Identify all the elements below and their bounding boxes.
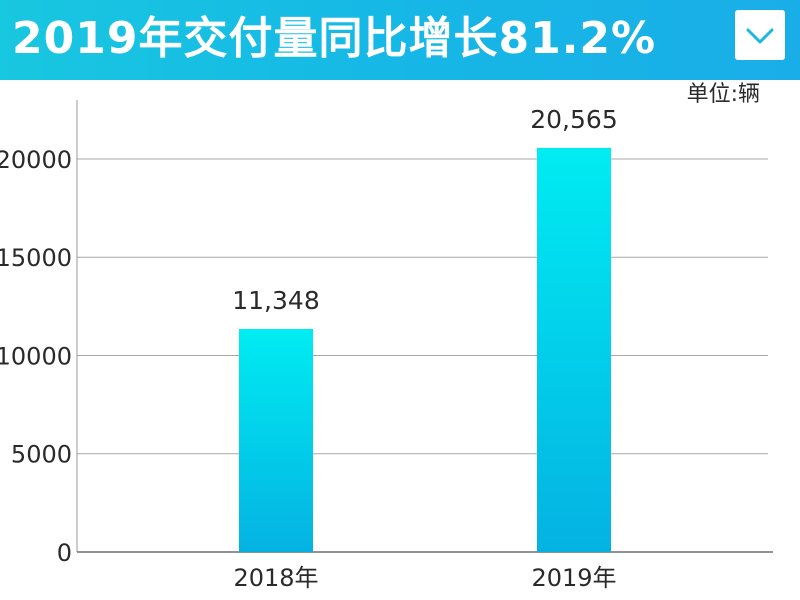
unit-label: 单位:辆 <box>686 82 760 107</box>
data-label: 11,348 <box>232 286 319 315</box>
data-label: 20,565 <box>530 105 617 134</box>
y-tick-label: 15000 <box>0 244 72 272</box>
chevron-down-icon <box>746 28 774 44</box>
header-banner: 2019年交付量同比增长81.2% <box>0 0 800 80</box>
bars <box>239 147 611 553</box>
page-title: 2019年交付量同比增长81.2% <box>12 13 657 64</box>
grid-lines <box>77 158 768 455</box>
x-tick-label: 2019年 <box>531 564 616 592</box>
y-tick-label: 10000 <box>0 342 72 370</box>
bar <box>537 147 611 553</box>
labels: 0 5000 10000 15000 20000 11,348 2018年 20,565 201… <box>0 105 618 592</box>
y-tick-label: 20000 <box>0 146 72 174</box>
bar <box>239 328 313 552</box>
x-tick-label: 2018年 <box>233 564 318 592</box>
axes <box>76 100 773 553</box>
dropdown-button[interactable] <box>735 10 785 60</box>
y-tick-label: 5000 <box>11 441 72 469</box>
y-tick-label: 0 <box>57 539 72 567</box>
